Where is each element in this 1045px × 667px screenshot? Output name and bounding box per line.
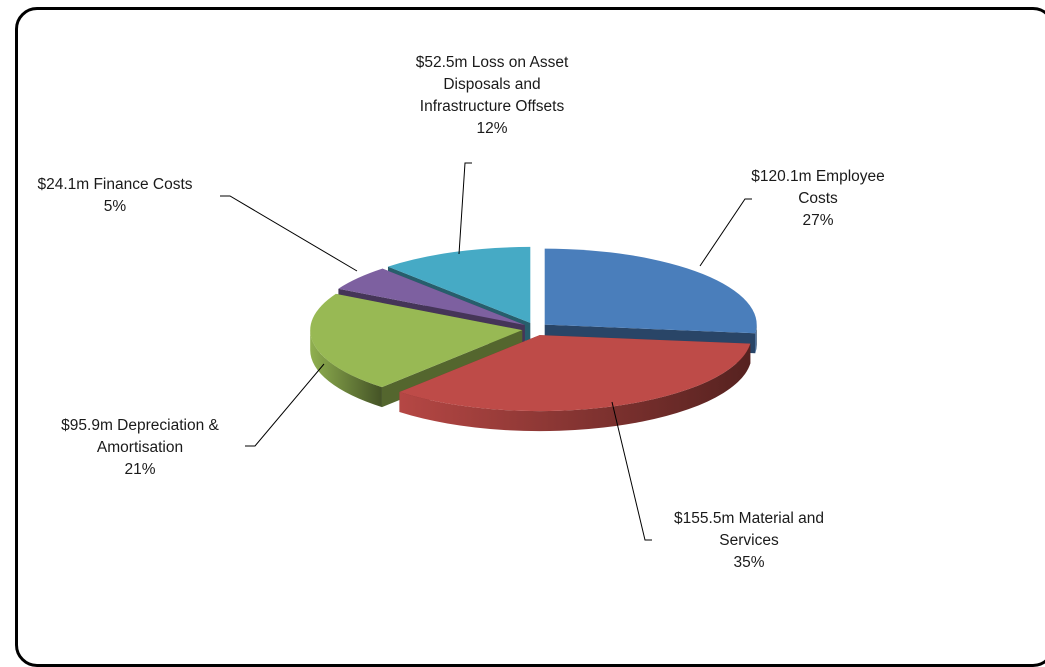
- data-label-depreciation-and-amortisation: $95.9m Depreciation & Amortisation 21%: [61, 417, 219, 478]
- slice-depreciation-and-amortisation: [310, 293, 523, 388]
- slice-loss-on-asset-disposals-and-infrastructure-offsets: [387, 246, 531, 323]
- slice-material-and-services: [399, 335, 751, 412]
- slice-finance-costs: [338, 268, 525, 325]
- leader-line-employee-costs: [699, 198, 752, 267]
- data-label-material-and-services: $155.5m Material and Services 35%: [674, 510, 824, 571]
- leader-line-finance-costs: [220, 195, 358, 272]
- pie-chart: $120.1m Employee Costs 27% $155.5m Material…: [37, 54, 885, 571]
- data-label-loss-on-asset-disposals-and-infrastructure-offsets: $52.5m Loss on Asset Disposals and Infrast…: [416, 54, 569, 137]
- leader-line-depreciation-and-amortisation: [245, 363, 325, 447]
- leader-line-loss-on-asset-disposals-and-infrastructure-offsets: [458, 162, 472, 255]
- data-label-employee-costs: $120.1m Employee Costs 27%: [751, 168, 885, 229]
- leader-line-material-and-services: [611, 401, 652, 541]
- slice-employee-costs: [544, 248, 757, 334]
- data-label-finance-costs: $24.1m Finance Costs 5%: [37, 176, 192, 215]
